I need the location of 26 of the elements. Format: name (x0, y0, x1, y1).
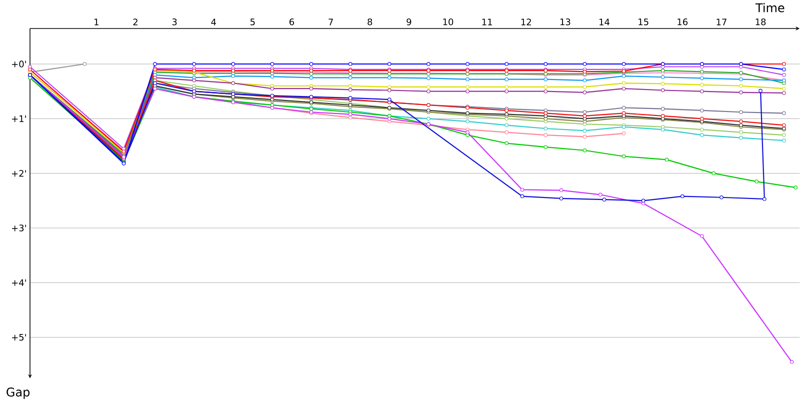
y-axis-title: Gap (6, 387, 30, 399)
x-tick-label: 15 (638, 18, 648, 26)
x-tick-label: 18 (756, 18, 766, 26)
x-tick-label: 5 (250, 18, 255, 26)
y-tick-label: +1' (12, 115, 26, 122)
x-tick-label: 8 (368, 18, 372, 26)
x-tick-label: 14 (600, 18, 610, 26)
y-tick-label: +3' (12, 224, 26, 232)
x-axis-title: Time (755, 2, 784, 12)
x-tick-label: 11 (482, 18, 492, 26)
x-tick-label: 4 (211, 18, 216, 26)
y-tick-label: +5' (12, 334, 26, 341)
x-tick-label: 9 (406, 18, 412, 26)
x-tick-label: 6 (290, 18, 294, 26)
x-tick-label: 13 (560, 18, 570, 26)
y-tick-label: +4' (12, 279, 26, 286)
x-tick-label: 10 (443, 18, 454, 26)
x-tick-label: 3 (172, 18, 177, 26)
x-tick-label: 12 (521, 18, 531, 26)
x-tick-label: 7 (328, 18, 333, 26)
x-tick-label: 16 (678, 18, 688, 26)
y-tick-label: +0' (12, 60, 26, 68)
y-tick-label: +2' (12, 170, 26, 177)
x-tick-label: 17 (716, 18, 726, 26)
x-tick-label: 1 (94, 18, 98, 26)
x-tick-label: 2 (133, 18, 138, 26)
